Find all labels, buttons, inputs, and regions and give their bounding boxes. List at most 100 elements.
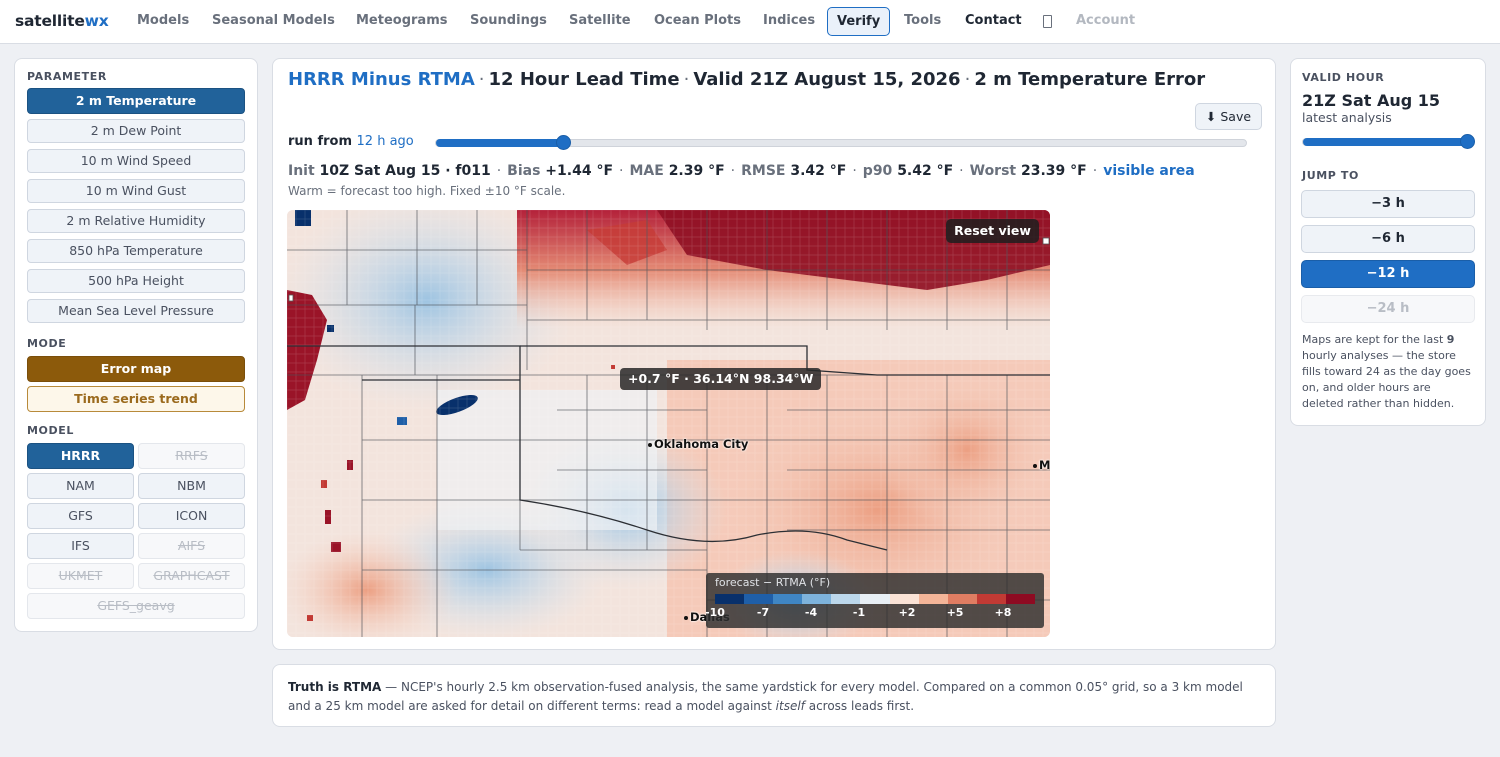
note-post: hourly analyses — the store fills toward… — [1302, 349, 1471, 410]
legend-title: forecast − RTMA (°F) — [715, 576, 831, 589]
stats-line: Init 10Z Sat Aug 15 · f011 · Bias +1.44 °F… — [288, 163, 1195, 179]
main-panel: HRRR Minus RTMA · 12 Hour Lead Time · Valid … — [272, 58, 1276, 650]
truth-note: Truth is RTMA — NCEP's hourly 2.5 km obs… — [288, 678, 1263, 716]
visible-area-link[interactable]: visible area — [1103, 163, 1195, 179]
legend-swatch — [860, 594, 890, 604]
nav-satellite[interactable]: Satellite — [569, 13, 631, 28]
run-slider-handle[interactable] — [556, 135, 571, 150]
param-500hpa-height[interactable]: 500 hPa Height — [27, 269, 245, 293]
city-name: Oklahoma City — [654, 437, 749, 451]
model-label: MODEL — [27, 424, 74, 437]
truth-text-1: — NCEP's hourly 2.5 km observation-fused… — [288, 680, 1243, 713]
nav-models[interactable]: Models — [137, 13, 190, 28]
save-button[interactable]: ⬇ Save — [1195, 103, 1262, 130]
legend-swatch — [918, 594, 948, 604]
valid-hour-slider-handle[interactable] — [1460, 134, 1475, 149]
legend-swatch — [773, 594, 803, 604]
run-prefix: run from — [288, 134, 352, 149]
model-gefs-geavg: GEFS_geavg — [27, 593, 245, 619]
init-label: Init — [288, 163, 315, 179]
jump-minus-3h-button[interactable]: −3 h — [1301, 190, 1475, 218]
nav-seasonal-models[interactable]: Seasonal Models — [212, 13, 335, 28]
mae-value: 2.39 °F — [668, 163, 725, 179]
model-rrfs: RRFS — [138, 443, 245, 469]
model-nam[interactable]: NAM — [27, 473, 134, 499]
bias-label: Bias — [507, 163, 541, 179]
map-tooltip: +0.7 °F · 36.14°N 98.34°W — [620, 368, 822, 390]
nav-meteograms[interactable]: Meteograms — [356, 13, 448, 28]
model-ifs[interactable]: IFS — [27, 533, 134, 559]
param-mslp[interactable]: Mean Sea Level Pressure — [27, 299, 245, 323]
legend-tick: -7 — [756, 606, 770, 619]
city-dot-icon — [648, 442, 652, 447]
legend-tick: -10 — [705, 606, 725, 619]
title-valid-time: Valid 21Z August 15, 2026 — [693, 69, 961, 90]
legend-swatch — [831, 594, 861, 604]
param-2m-relative-humidity[interactable]: 2 m Relative Humidity — [27, 209, 245, 233]
title-sep: · — [478, 69, 485, 90]
nav-verify[interactable]: Verify — [827, 7, 891, 36]
color-legend: forecast − RTMA (°F) -10 -7 -4 -1 +2 +5 … — [705, 573, 1044, 628]
legend-swatch — [802, 594, 832, 604]
model-gfs[interactable]: GFS — [27, 503, 134, 529]
nav-account[interactable]: Account — [1076, 13, 1136, 28]
mode-error-map[interactable]: Error map — [27, 356, 245, 382]
city-label-oklahoma-city: Oklahoma City — [648, 437, 748, 451]
run-slider-track[interactable] — [435, 135, 1247, 150]
param-10m-wind-speed[interactable]: 10 m Wind Speed — [27, 149, 245, 173]
param-10m-wind-gust[interactable]: 10 m Wind Gust — [27, 179, 245, 203]
parameter-label: PARAMETER — [27, 70, 107, 83]
legend-swatch — [744, 594, 774, 604]
legend-tick: +2 — [898, 606, 916, 619]
jump-minus-6h-button[interactable]: −6 h — [1301, 225, 1475, 253]
model-aifs: AIFS — [138, 533, 245, 559]
legend-swatch — [976, 594, 1006, 604]
p90-value: 5.42 °F — [897, 163, 954, 179]
map-labels-icons — [288, 237, 1050, 302]
reset-view-button[interactable]: Reset view — [946, 219, 1039, 243]
legend-swatch — [947, 594, 977, 604]
valid-hour-sub: latest analysis — [1302, 110, 1392, 125]
right-panel: VALID HOUR 21Z Sat Aug 15 latest analysi… — [1290, 58, 1486, 426]
jump-to-label: JUMP TO — [1302, 169, 1359, 182]
legend-tick: +5 — [946, 606, 964, 619]
model-icon[interactable]: ICON — [138, 503, 245, 529]
bias-value: +1.44 °F — [545, 163, 614, 179]
nav-contact[interactable]: Contact — [965, 13, 1022, 28]
title-model-pair: HRRR Minus RTMA — [288, 69, 475, 90]
title-sep: · — [964, 69, 971, 90]
run-from-label: run from 12 h ago — [288, 134, 414, 149]
valid-hour-slider-fill — [1303, 138, 1468, 146]
page-title: HRRR Minus RTMA · 12 Hour Lead Time · Valid … — [288, 69, 1205, 90]
left-panel: PARAMETER 2 m Temperature 2 m Dew Point … — [14, 58, 258, 632]
county-lines — [287, 210, 1050, 637]
model-nbm[interactable]: NBM — [138, 473, 245, 499]
missing-glyph-icon[interactable] — [1043, 15, 1052, 28]
run-slider-fill — [436, 139, 564, 147]
title-lead-time: 12 Hour Lead Time — [488, 69, 680, 90]
brand-logo[interactable]: satellitewx — [15, 12, 109, 30]
jump-minus-12h-button[interactable]: −12 h — [1301, 260, 1475, 288]
nav-indices[interactable]: Indices — [763, 13, 816, 28]
title-field: 2 m Temperature Error — [974, 69, 1206, 90]
param-2m-temperature[interactable]: 2 m Temperature — [27, 88, 245, 114]
legend-tick: +8 — [994, 606, 1012, 619]
nav-ocean-plots[interactable]: Ocean Plots — [654, 13, 741, 28]
model-hrrr[interactable]: HRRR — [27, 443, 134, 469]
info-panel: Truth is RTMA — NCEP's hourly 2.5 km obs… — [272, 664, 1276, 727]
nav-soundings[interactable]: Soundings — [470, 13, 547, 28]
title-sep: · — [683, 69, 690, 90]
valid-hour-slider-track[interactable] — [1302, 134, 1475, 149]
city-name: M — [1039, 458, 1050, 472]
nav-tools[interactable]: Tools — [904, 13, 942, 28]
param-2m-dew-point[interactable]: 2 m Dew Point — [27, 119, 245, 143]
rmse-value: 3.42 °F — [790, 163, 847, 179]
param-850hpa-temperature[interactable]: 850 hPa Temperature — [27, 239, 245, 263]
error-map[interactable]: Reset view +0.7 °F · 36.14°N 98.34°W Okl… — [287, 210, 1050, 637]
note-pre: Maps are kept for the last — [1302, 333, 1447, 346]
legend-swatch — [715, 594, 745, 604]
brand-main: satellite — [15, 12, 85, 30]
mode-time-series-trend[interactable]: Time series trend — [27, 386, 245, 412]
retention-note: Maps are kept for the last 9 hourly anal… — [1302, 332, 1474, 412]
note-num: 9 — [1446, 333, 1455, 346]
